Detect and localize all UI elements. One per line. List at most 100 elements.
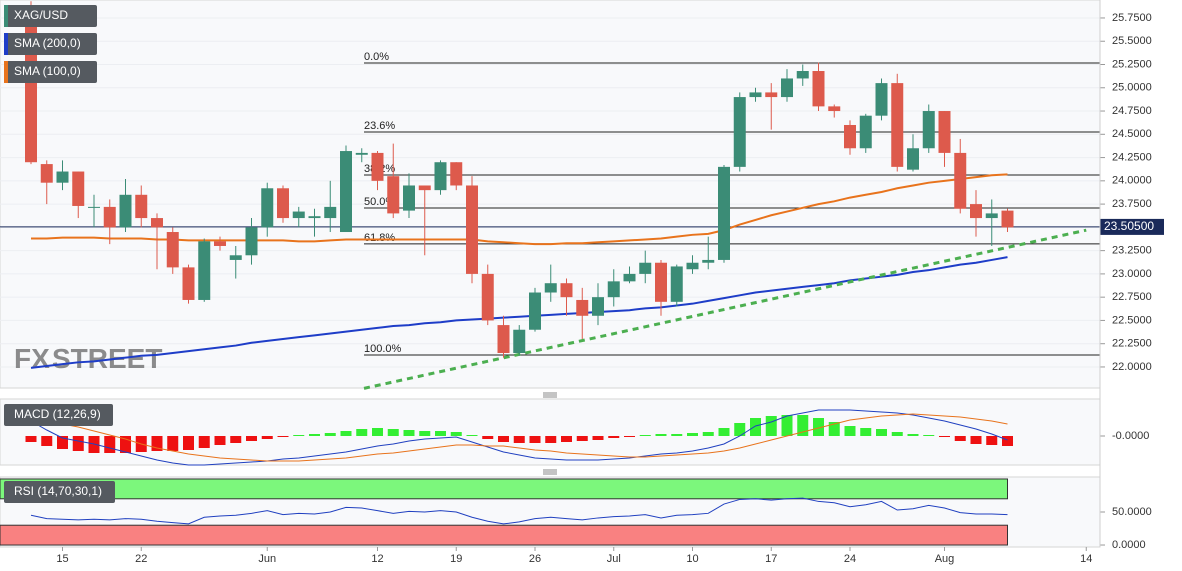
macd-bar [41, 436, 53, 446]
candle-body [1001, 210, 1014, 228]
legend-swatch [4, 33, 8, 55]
y-tick-label: 24.0000 [1112, 175, 1152, 187]
y-tick-label: -0.0000 [1112, 430, 1149, 442]
candle-body [938, 111, 951, 153]
y-tick-label: 25.5000 [1112, 35, 1152, 47]
sma-line [31, 173, 1008, 246]
candle-body [355, 152, 368, 155]
candle-body [607, 281, 620, 298]
candle-body [749, 92, 762, 98]
candle-body [25, 8, 37, 163]
candle-body [639, 262, 652, 274]
macd-bar [545, 436, 557, 443]
macd-bar [734, 423, 746, 436]
macd-bar [624, 436, 635, 437]
macd-bar [72, 436, 84, 451]
macd-bar [844, 426, 856, 436]
macd-panel [0, 398, 1101, 466]
macd-bar [293, 435, 305, 436]
last-price-label: 23.50500 [1104, 219, 1154, 233]
y-tick-label: 22.5000 [1112, 314, 1152, 326]
y-tick-label: 22.7500 [1112, 291, 1152, 303]
candle-body [292, 211, 305, 219]
macd-bar [986, 436, 998, 445]
candle-body [198, 241, 211, 300]
macd-bar [828, 422, 840, 436]
candle-body [670, 266, 683, 302]
candle-body [970, 204, 982, 219]
macd-bar [639, 435, 651, 436]
fib-label: 23.6% [364, 120, 395, 132]
macd-bar [765, 416, 777, 436]
macd-bar [687, 433, 698, 436]
candle-body [497, 325, 510, 354]
legend-swatch [4, 61, 8, 83]
y-tick-label: 25.2500 [1112, 58, 1152, 70]
indicator-label: MACD (12,26,9) [14, 407, 101, 421]
candle-body [529, 292, 541, 330]
candle-body [466, 185, 478, 274]
watermark: FX [14, 343, 50, 374]
macd-bar [340, 431, 352, 436]
candle-body [166, 232, 179, 268]
candle-body [340, 151, 352, 233]
legend-label: SMA (200,0) [14, 36, 81, 50]
fib-label: 100.0% [364, 343, 402, 355]
candle-body [875, 83, 888, 116]
candle-body [733, 97, 746, 167]
macd-bar [891, 432, 903, 436]
rsi-band [0, 478, 1008, 500]
y-tick-label: 23.0000 [1112, 268, 1152, 280]
candle-body [371, 152, 384, 181]
x-tick-label: 15 [56, 553, 68, 565]
macd-bar [702, 432, 714, 436]
macd-bar [167, 436, 179, 451]
macd-bar [970, 436, 982, 444]
macd-bar [592, 436, 604, 440]
legend-box [4, 61, 97, 83]
legend-box [4, 5, 97, 27]
y-tick-label: 23.7500 [1112, 198, 1152, 210]
x-tick-label: Aug [935, 553, 955, 565]
candle-body [324, 206, 337, 219]
x-tick-label: 26 [529, 553, 541, 565]
x-tick-label: 10 [686, 553, 698, 565]
y-tick-label: 24.7500 [1112, 105, 1152, 117]
indicator-label: RSI (14,70,30,1) [14, 484, 102, 498]
candle-body [387, 176, 400, 214]
candle-body [718, 166, 730, 260]
macd-bar [151, 436, 163, 451]
y-tick-label: 0.0000 [1112, 539, 1146, 551]
candle-body [403, 185, 415, 211]
candle-body [828, 106, 841, 112]
macd-bar [608, 436, 620, 438]
macd-bar [387, 429, 399, 436]
macd-bar [403, 430, 415, 436]
macd-bar [576, 436, 588, 441]
macd-bar [372, 428, 383, 436]
macd-bar [860, 428, 872, 436]
candle-body [513, 329, 526, 354]
macd-bar [923, 435, 935, 436]
macd-bar [261, 436, 273, 439]
candle-body [88, 206, 100, 208]
fib-label: 61.8% [364, 232, 395, 244]
candle-body [450, 162, 463, 186]
macd-line [30, 409, 1008, 466]
macd-bar [876, 429, 887, 436]
macd-bar [246, 436, 257, 441]
candle-body [623, 273, 636, 282]
candle-body [40, 164, 53, 183]
indicator-box [4, 404, 113, 426]
legend-swatch [4, 5, 8, 27]
last-price-tag [1100, 218, 1164, 235]
candle-body [214, 241, 226, 246]
macd-bar [435, 431, 446, 436]
macd-bar [718, 428, 730, 436]
y-tick-label: 25.7500 [1112, 12, 1152, 24]
candle-body [765, 92, 778, 98]
macd-bar [466, 435, 478, 436]
candle-body [859, 115, 872, 149]
x-tick-label: Jun [258, 553, 276, 565]
